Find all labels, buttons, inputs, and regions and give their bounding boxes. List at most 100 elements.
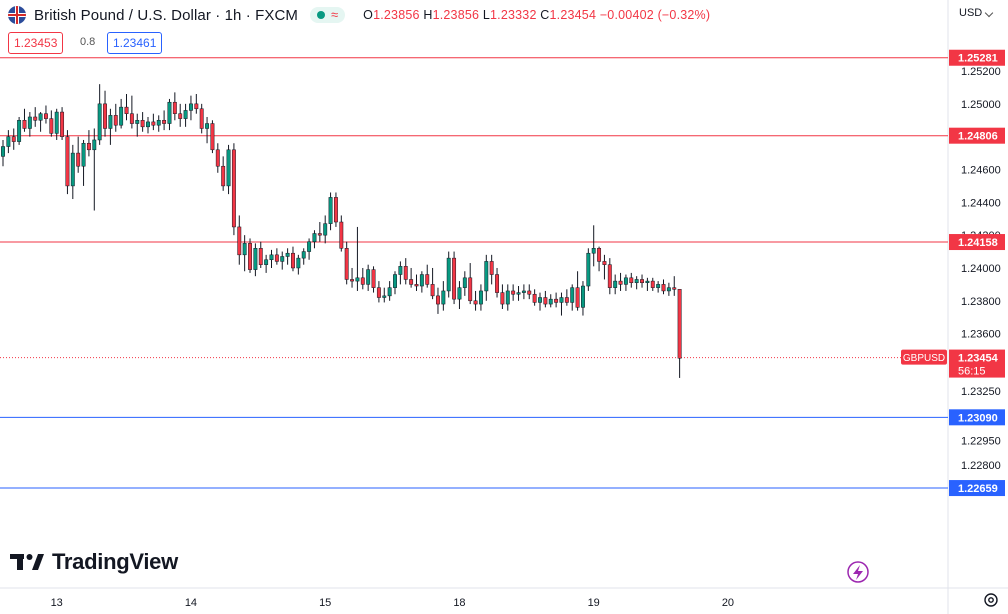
candle-body — [581, 285, 585, 308]
candle-body — [656, 284, 661, 288]
candle-body — [226, 149, 231, 187]
candle-body — [60, 111, 65, 137]
tradingview-logo[interactable]: TradingView — [10, 549, 178, 575]
candle-body — [11, 136, 16, 142]
candle-body — [258, 248, 263, 265]
candle-body — [489, 261, 494, 275]
candle-body — [210, 123, 215, 151]
candle-body — [237, 226, 242, 256]
candle-body — [618, 280, 623, 285]
y-tick-label: 1.23250 — [961, 386, 1001, 398]
candle-body — [129, 113, 134, 124]
candle-body — [521, 290, 526, 293]
candle-body — [92, 139, 97, 151]
candle-body — [597, 248, 602, 262]
candle-body — [280, 256, 285, 262]
candle-body — [312, 233, 317, 242]
candle-body — [564, 297, 569, 303]
resistance-level-label: 1.24158 — [958, 237, 998, 249]
candle-body — [634, 279, 639, 283]
candle-body — [33, 116, 38, 121]
sell-button[interactable]: 1.23453 — [8, 32, 64, 54]
candle-body — [135, 120, 140, 124]
candle-body — [430, 284, 435, 297]
candle-body — [178, 113, 183, 119]
logo-wordmark: TradingView — [52, 549, 178, 574]
candle-body — [613, 280, 618, 288]
candle-body — [183, 110, 188, 119]
candle-body — [156, 120, 161, 126]
close-label: C — [540, 8, 550, 22]
y-tick-label: 1.23800 — [961, 296, 1001, 308]
candle-body — [672, 287, 677, 290]
resistance-level-label: 1.25281 — [958, 53, 998, 65]
candle-body — [478, 290, 483, 305]
candle-body — [248, 243, 252, 270]
gbp-flag-icon — [8, 6, 26, 24]
candle-body — [575, 287, 580, 308]
open-label: O — [363, 8, 374, 22]
candle-body — [27, 116, 32, 129]
lightning-icon — [847, 561, 869, 583]
lightning-bolt-icon — [853, 565, 863, 580]
high-value: 1.23856 — [432, 8, 480, 22]
candle-body — [543, 297, 548, 305]
market-open-dot-icon — [316, 11, 325, 19]
y-tick-label: 1.25200 — [961, 66, 1001, 78]
candle-body — [554, 298, 559, 303]
settings-gear-icon[interactable] — [982, 591, 1000, 609]
candle-body — [97, 103, 102, 141]
candle-body — [172, 101, 177, 114]
candle-body — [140, 120, 145, 128]
candle-body — [387, 287, 392, 297]
last-price-badge — [949, 349, 1005, 378]
candle-body — [1, 146, 5, 157]
candle-body — [366, 269, 371, 285]
candle-body — [344, 248, 349, 280]
symbol-badge-label: GBPUSD — [903, 353, 945, 364]
candle-body — [661, 284, 666, 292]
candle-body — [307, 241, 312, 252]
candle-body — [516, 292, 521, 295]
support-level-badge — [949, 480, 1005, 497]
candle-body — [221, 165, 226, 187]
candle-body — [570, 287, 575, 303]
candle-body — [108, 115, 113, 129]
resistance-level-badge — [949, 127, 1005, 144]
wave-icon: ≈ — [330, 7, 339, 22]
y-tick-label: 1.23600 — [961, 329, 1001, 341]
candle-body — [505, 290, 510, 305]
candle-body — [457, 287, 462, 300]
candle-body — [623, 277, 628, 285]
candle-body — [586, 252, 591, 287]
symbol-title[interactable]: British Pound / U.S. Dollar · 1h · FXCM — [34, 6, 298, 24]
resistance-level-label: 1.24806 — [958, 131, 998, 143]
low-label: L — [482, 8, 491, 22]
candle-body — [371, 269, 376, 288]
candle-body — [44, 113, 48, 119]
candle-body — [231, 149, 236, 228]
last-price-label: 1.23454 — [958, 353, 999, 365]
candle-body — [70, 152, 75, 187]
currency-button[interactable]: USD — [950, 2, 1004, 24]
candle-body — [548, 298, 553, 305]
market-status-pill[interactable]: ≈ — [309, 7, 346, 23]
candle-body — [17, 120, 22, 142]
candle-body — [629, 277, 634, 283]
candle-body — [274, 254, 279, 262]
candle-body — [425, 274, 430, 285]
candle-body — [446, 257, 451, 292]
buy-button[interactable]: 1.23461 — [107, 32, 163, 54]
countdown-label: 56:15 — [958, 366, 986, 378]
candle-body — [124, 106, 129, 114]
candle-body — [403, 266, 408, 280]
candle-body — [269, 254, 274, 261]
low-value: 1.23332 — [490, 8, 537, 22]
candle-body — [559, 297, 564, 303]
candle-body — [473, 300, 478, 305]
candle-body — [382, 295, 387, 298]
support-level-label: 1.23090 — [958, 412, 998, 424]
candle-body — [538, 297, 542, 303]
